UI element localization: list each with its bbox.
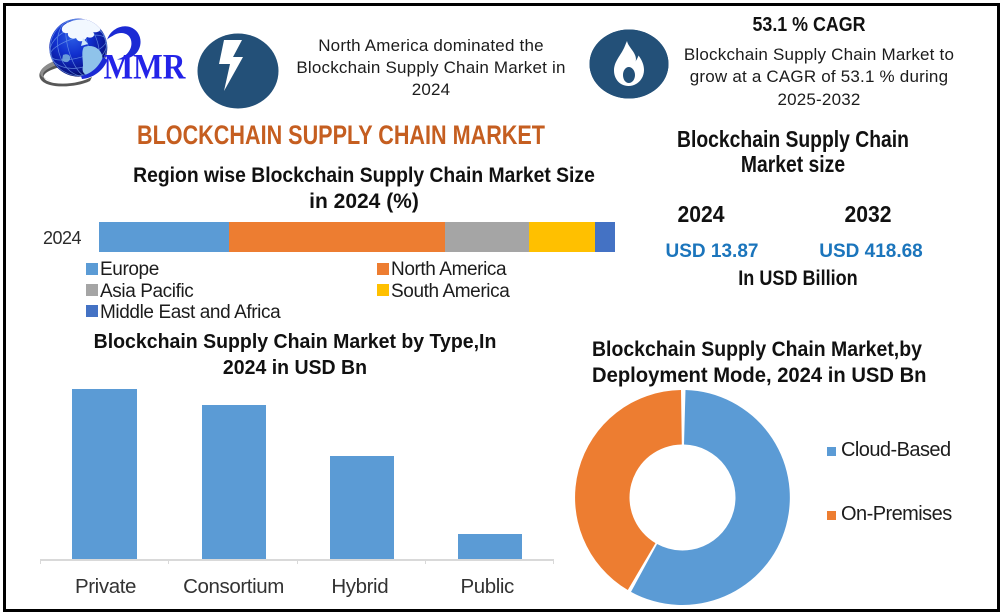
svg-text:MMR: MMR (104, 47, 187, 87)
